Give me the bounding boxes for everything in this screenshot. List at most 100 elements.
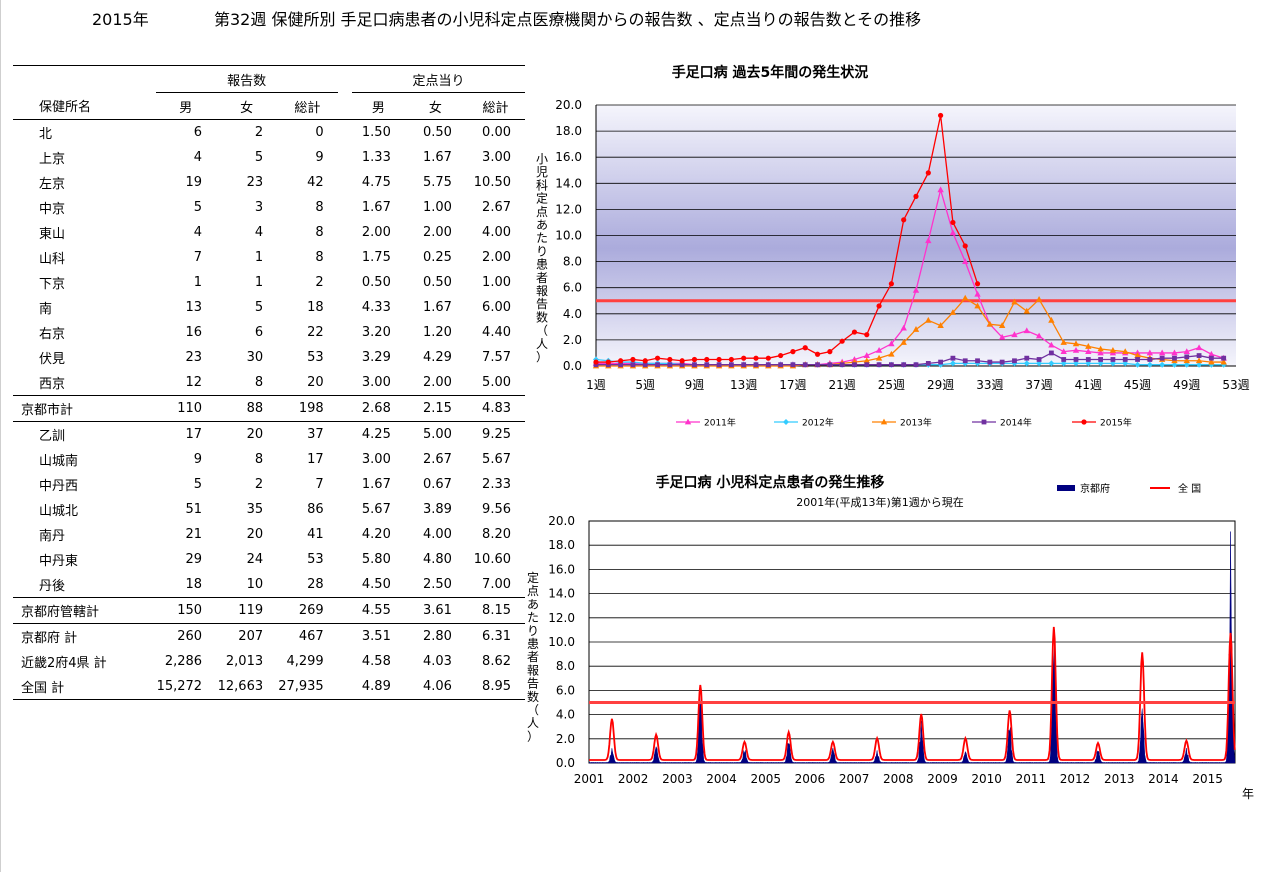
row-female: 35 <box>246 502 264 517</box>
row-male: 15,272 <box>155 674 217 700</box>
row-name: 下京 <box>39 277 66 292</box>
row-per-female: 0.50 <box>422 125 452 140</box>
chart1-data-point <box>1085 357 1091 362</box>
row-per-female: 3.61 <box>404 597 466 624</box>
chart1-data-point <box>962 243 968 249</box>
row-per-female: 0.67 <box>422 477 452 492</box>
row-per-male: 4.58 <box>361 654 391 669</box>
chart1-legend-label: 2013年 <box>900 417 932 429</box>
row-per-total: 6.00 <box>482 300 511 315</box>
table-row: 東山 4 4 8 2.00 2.00 4.00 <box>13 220 525 245</box>
chart1-data-point <box>950 355 956 361</box>
row-male: 51 <box>185 502 203 517</box>
chart1-legend-marker <box>1081 419 1087 425</box>
chart1-legend-label: 2011年 <box>704 417 736 429</box>
chart1-data-point <box>851 329 858 335</box>
chart1-data-point <box>1060 348 1067 355</box>
row-per-total: 4.00 <box>482 225 511 240</box>
chart2-y-label-char: ） <box>527 729 539 743</box>
chart1-y-tick-label: 16.0 <box>555 150 582 164</box>
chart1-data-point <box>912 286 920 293</box>
chart1-legend: 2011年 2012年 2013年 2014年 2015年 <box>676 417 1132 429</box>
chart1-y-label-char: 科 <box>536 178 548 192</box>
row-male: 260 <box>155 623 217 649</box>
row-total: 53 <box>307 552 324 567</box>
chart1-data-point <box>827 349 833 355</box>
row-total: 17 <box>307 452 324 467</box>
chart1-data-point <box>962 294 969 301</box>
chart1-data-point <box>1109 346 1117 353</box>
row-male: 17 <box>155 421 217 447</box>
chart1-legend-label: 2014年 <box>1000 417 1032 429</box>
chart2-y-label-char: 報 <box>527 663 539 677</box>
row-total: 27,935 <box>277 674 338 700</box>
row-per-female: 2.00 <box>422 225 452 240</box>
chart1-data-point <box>913 362 919 368</box>
chart1-y-label-char: あ <box>536 218 548 232</box>
chart1-data-point <box>1196 353 1202 358</box>
chart1-x-tick-label: 9週 <box>685 378 705 392</box>
chart1-data-point <box>949 309 957 315</box>
row-female: 23 <box>246 175 264 190</box>
chart2-x-tick-label: 2014 <box>1148 772 1179 786</box>
chart2-x-tick-label: 2012 <box>1060 772 1091 786</box>
row-per-male: 4.20 <box>361 527 391 542</box>
table-row: 上京 4 5 9 1.33 1.67 3.00 <box>13 145 525 170</box>
chart1-data-point <box>949 360 956 367</box>
chart1-data-point <box>1135 357 1140 362</box>
row-name: 山城北 <box>39 504 79 519</box>
chart1-data-point <box>1011 331 1018 338</box>
chart1-y-label-char: 定 <box>536 191 548 206</box>
chart1-data-point <box>1072 340 1080 347</box>
chart1-y-label-char: 児 <box>536 165 548 179</box>
chart1-data-point <box>1208 355 1214 361</box>
row-male: 4 <box>193 150 203 165</box>
row-female: 5 <box>254 150 264 165</box>
chart1-data-point <box>1184 354 1190 360</box>
chart1-legend-marker <box>880 418 888 425</box>
chart1-data-point <box>692 362 697 368</box>
row-per-female: 1.00 <box>422 200 452 215</box>
chart2-y-label-char: あ <box>527 597 539 611</box>
chart1-data-point <box>962 358 968 364</box>
chart1-data-point <box>925 316 932 323</box>
row-name: 東山 <box>39 227 66 242</box>
chart1-data-point <box>1146 361 1153 368</box>
row-female: 6 <box>254 325 264 340</box>
chart1-y-label-char: （ <box>536 324 548 338</box>
chart2-y-tick-label: 18.0 <box>548 538 575 552</box>
row-per-male: 2.68 <box>351 395 405 422</box>
chart2-y-label-char: 数 <box>527 689 539 704</box>
chart1-data-point <box>1035 332 1043 339</box>
chart1-y-tick-label: 18.0 <box>555 124 582 138</box>
table-row: 近畿2府4県 計 2,286 2,013 4,299 4.58 4.03 8.62 <box>13 649 525 674</box>
chart2-y-label-char: （ <box>527 703 539 717</box>
chart1-legend-marker <box>783 419 789 425</box>
row-per-total: 10.60 <box>473 552 511 567</box>
row-total: 37 <box>277 421 338 447</box>
row-total: 53 <box>307 350 324 365</box>
chart1-data-point <box>913 193 919 199</box>
table-row: 山科 7 1 8 1.75 0.25 2.00 <box>13 245 525 270</box>
chart1-data-point <box>864 362 870 368</box>
chart1-data-point <box>938 359 944 365</box>
chart1-x-tick-label: 45週 <box>1124 378 1151 392</box>
chart1-data-point <box>753 355 759 361</box>
chart1-data-point <box>1023 360 1030 367</box>
chart1-data-point <box>937 186 944 193</box>
chart1-data-point <box>900 339 907 345</box>
chart2-x-tick-label: 2009 <box>927 772 958 786</box>
chart2-x-tick-label: 2015 <box>1192 772 1223 786</box>
chart1-legend-marker <box>684 418 692 425</box>
row-male: 6 <box>193 125 203 140</box>
table-row: 中京 5 3 8 1.67 1.00 2.67 <box>13 195 525 220</box>
chart1-data-point <box>679 362 685 368</box>
chart1-y-tick-label: 20.0 <box>555 98 582 112</box>
chart1-data-point <box>618 362 624 368</box>
chart2-x-tick-label: 2007 <box>839 772 870 786</box>
row-name: 左京 <box>39 177 66 192</box>
chart1-data-point <box>937 322 944 328</box>
row-per-male: 3.29 <box>361 350 391 365</box>
row-per-female: 4.29 <box>422 350 452 365</box>
